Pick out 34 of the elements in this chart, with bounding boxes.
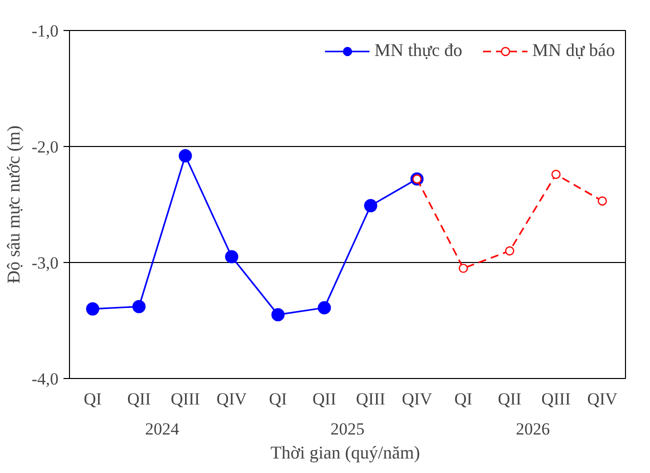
point bbox=[178, 149, 192, 162]
y-tick-label: -3,0 bbox=[32, 254, 59, 272]
y-tick-label: -2,0 bbox=[32, 138, 59, 156]
x-tick-label: QII bbox=[127, 390, 152, 408]
text: 2025 bbox=[330, 420, 364, 438]
point bbox=[318, 301, 331, 314]
x-tick-label: QI bbox=[269, 390, 288, 408]
point bbox=[364, 199, 378, 212]
y-tick-label: -4,0 bbox=[32, 370, 59, 388]
x-tick-label: QII bbox=[312, 390, 336, 408]
point bbox=[271, 308, 285, 322]
x-tick-label: QIII bbox=[356, 390, 386, 408]
point bbox=[598, 196, 607, 206]
point bbox=[458, 264, 468, 273]
x-tick-label: QI bbox=[454, 390, 473, 408]
x-tick-label: QI bbox=[84, 390, 102, 408]
legend-label: MN dự báo bbox=[532, 40, 615, 61]
x-tick-label: QIV bbox=[587, 390, 618, 408]
legend-label: MN thực đo bbox=[374, 40, 462, 61]
x-axis-title: Thời gian (quý/năm) bbox=[270, 442, 420, 462]
point bbox=[86, 302, 100, 316]
x-tick-label: QIII bbox=[170, 390, 200, 408]
point bbox=[505, 246, 514, 256]
y-tick-label: -1,0 bbox=[32, 22, 59, 40]
text: 2024 bbox=[145, 420, 180, 438]
x-tick-label: QIV bbox=[402, 390, 433, 408]
x-tick-label: QIV bbox=[216, 390, 248, 408]
point bbox=[551, 170, 561, 179]
x-tick-label: QIII bbox=[541, 390, 571, 408]
y-axis-title: Độ sâu mực nước (m) bbox=[4, 125, 24, 284]
point bbox=[225, 250, 238, 264]
text: 2026 bbox=[516, 420, 550, 438]
x-tick-label: QII bbox=[498, 390, 522, 408]
point bbox=[132, 300, 146, 314]
